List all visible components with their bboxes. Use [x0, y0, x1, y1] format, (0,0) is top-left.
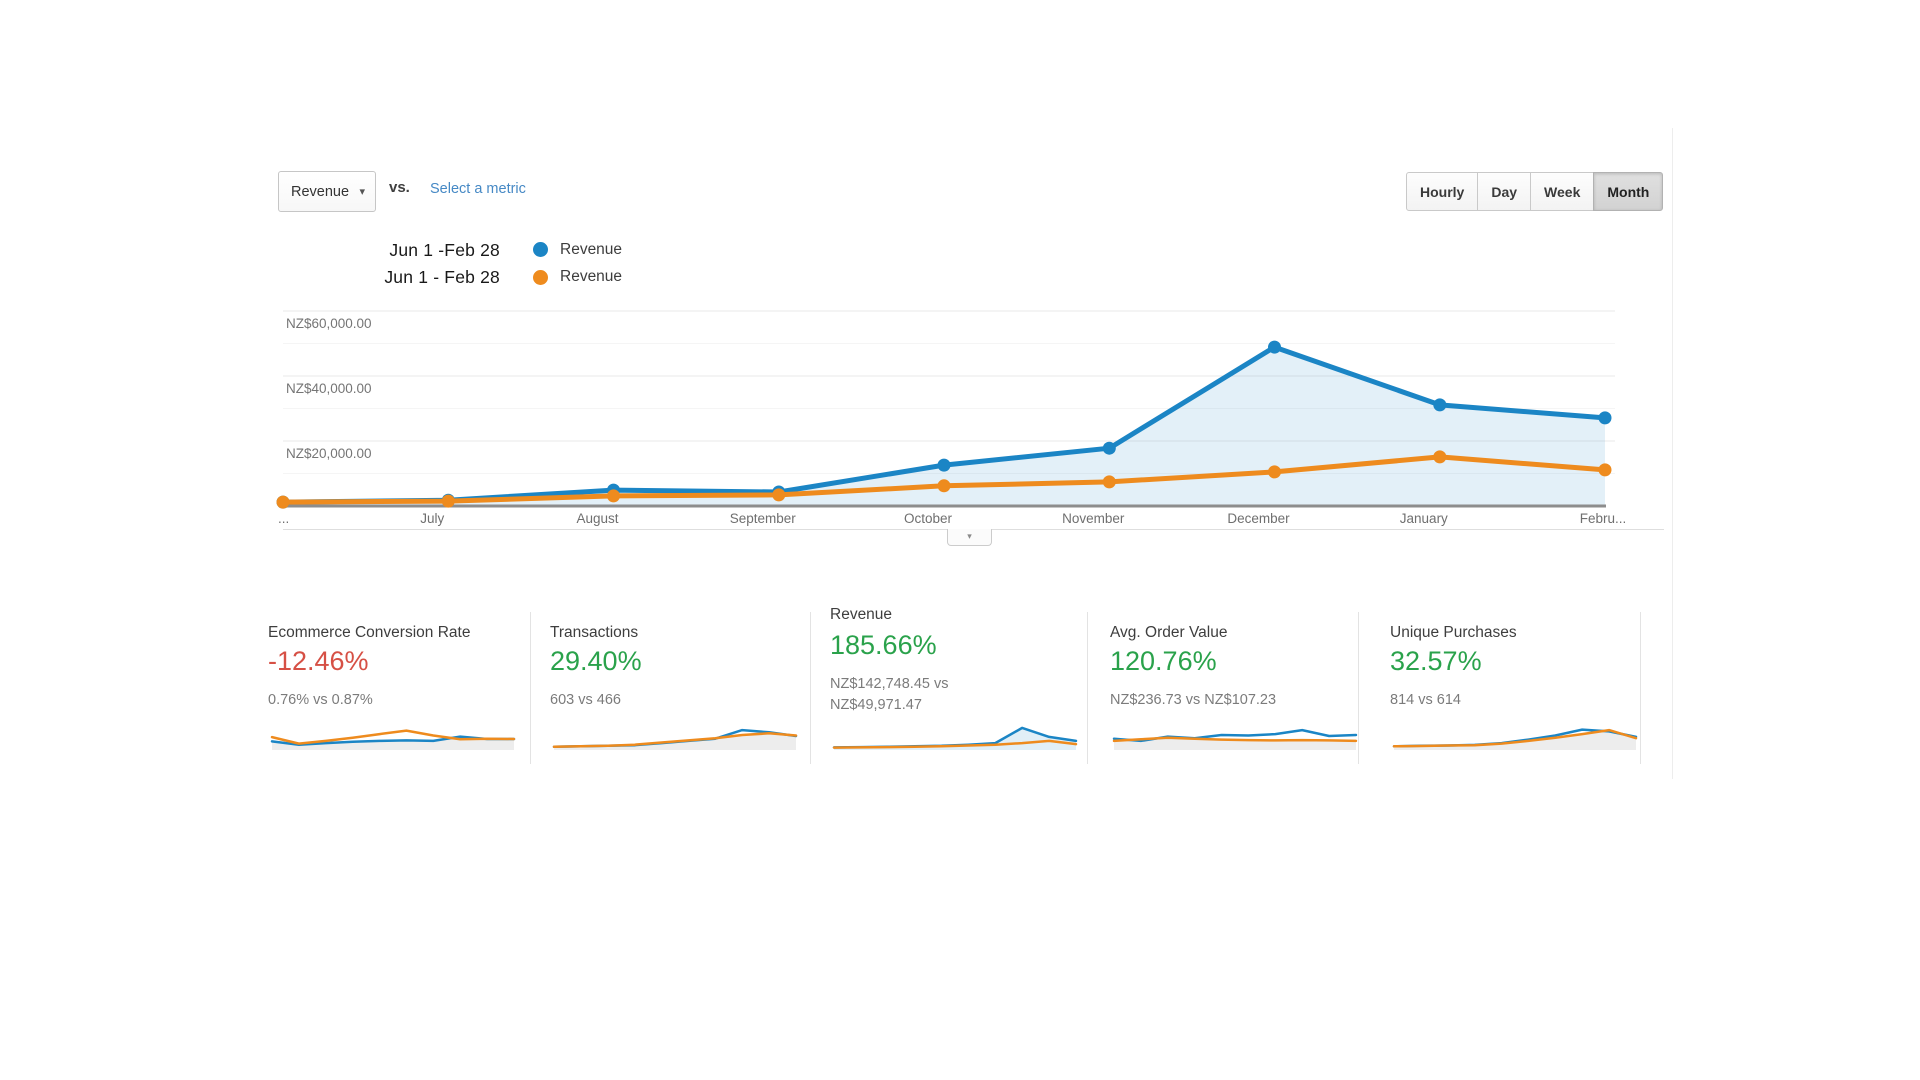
legend-series-previous: Revenue: [560, 268, 623, 285]
card-comparison: NZ$236.73 vs NZ$107.23: [1110, 692, 1277, 708]
card-comparison: 0.76% vs 0.87%: [268, 692, 373, 708]
svg-text:July: July: [420, 511, 444, 526]
card-comparison: 814 vs 614: [1390, 692, 1461, 708]
svg-text:November: November: [1062, 511, 1125, 526]
card-divider: [1640, 612, 1641, 764]
card-avg-order-value: Avg. Order Value 120.76% NZ$236.73 vs NZ…: [1110, 604, 1362, 764]
card-divider: [810, 612, 811, 764]
card-comparison: 603 vs 466: [550, 692, 621, 708]
card-title: Avg. Order Value: [1110, 624, 1228, 641]
svg-text:October: October: [904, 511, 953, 526]
content-right-border: [1672, 128, 1673, 779]
card-value: 120.76%: [1110, 646, 1217, 676]
granularity-toggle: Hourly Day Week Month: [1406, 172, 1664, 211]
vs-label: vs.: [389, 179, 410, 196]
svg-text:NZ$20,000.00: NZ$20,000.00: [286, 446, 372, 461]
metric-dropdown[interactable]: Revenue ▾: [278, 171, 376, 212]
chart-expand-tab[interactable]: ▾: [947, 529, 992, 546]
svg-text:Febru...: Febru...: [1580, 511, 1627, 526]
svg-text:NZ$40,000.00: NZ$40,000.00: [286, 381, 372, 396]
sparkline-chart: [270, 729, 516, 750]
revenue-time-series-chart[interactable]: NZ$20,000.00 NZ$40,000.00 NZ$60,000.00... J…: [240, 293, 1680, 538]
chevron-down-icon: ▾: [359, 186, 365, 198]
card-title: Transactions: [550, 624, 639, 641]
granularity-month-button[interactable]: Month: [1593, 172, 1664, 211]
legend-dot-current-icon: [533, 242, 548, 257]
card-divider: [1358, 612, 1359, 764]
card-value: 185.66%: [830, 630, 937, 660]
select-metric-link[interactable]: Select a metric: [430, 181, 526, 197]
card-unique-purchases: Unique Purchases 32.57% 814 vs 614: [1390, 604, 1642, 764]
card-comparison: NZ$142,748.45 vs NZ$49,971.47: [830, 676, 949, 713]
svg-text:January: January: [1400, 511, 1448, 526]
card-revenue: Revenue 185.66% NZ$142,748.45 vs NZ$49,9…: [830, 604, 1082, 764]
granularity-day-button[interactable]: Day: [1477, 172, 1532, 211]
legend-date-range-current: Jun 1 -Feb 28: [389, 240, 500, 260]
svg-text:August: August: [576, 511, 618, 526]
granularity-hourly-button[interactable]: Hourly: [1406, 172, 1479, 211]
card-divider: [1087, 612, 1088, 764]
card-ecommerce-conversion-rate: Ecommerce Conversion Rate -12.46% 0.76% …: [268, 604, 520, 764]
card-value: 29.40%: [550, 646, 642, 676]
card-transactions: Transactions 29.40% 603 vs 466: [550, 604, 802, 764]
sparkline-chart: [1392, 728, 1638, 750]
svg-text:...: ...: [278, 511, 289, 526]
card-value: -12.46%: [268, 646, 369, 676]
card-title: Ecommerce Conversion Rate: [268, 624, 471, 641]
sparkline-chart: [832, 726, 1078, 750]
granularity-week-button[interactable]: Week: [1530, 172, 1595, 211]
svg-text:NZ$60,000.00: NZ$60,000.00: [286, 316, 372, 331]
metric-dropdown-label: Revenue: [291, 183, 350, 200]
svg-text:December: December: [1227, 511, 1290, 526]
svg-text:September: September: [730, 511, 797, 526]
card-value: 32.57%: [1390, 646, 1482, 676]
chevron-down-icon: ▾: [967, 531, 972, 541]
card-title: Unique Purchases: [1390, 624, 1517, 641]
card-title: Revenue: [830, 606, 893, 623]
legend-series-current: Revenue: [560, 241, 623, 258]
sparkline-chart: [552, 728, 798, 750]
card-divider: [530, 612, 531, 764]
legend-date-range-previous: Jun 1 - Feb 28: [384, 267, 500, 287]
legend-dot-previous-icon: [533, 270, 548, 285]
sparkline-chart: [1112, 728, 1358, 750]
